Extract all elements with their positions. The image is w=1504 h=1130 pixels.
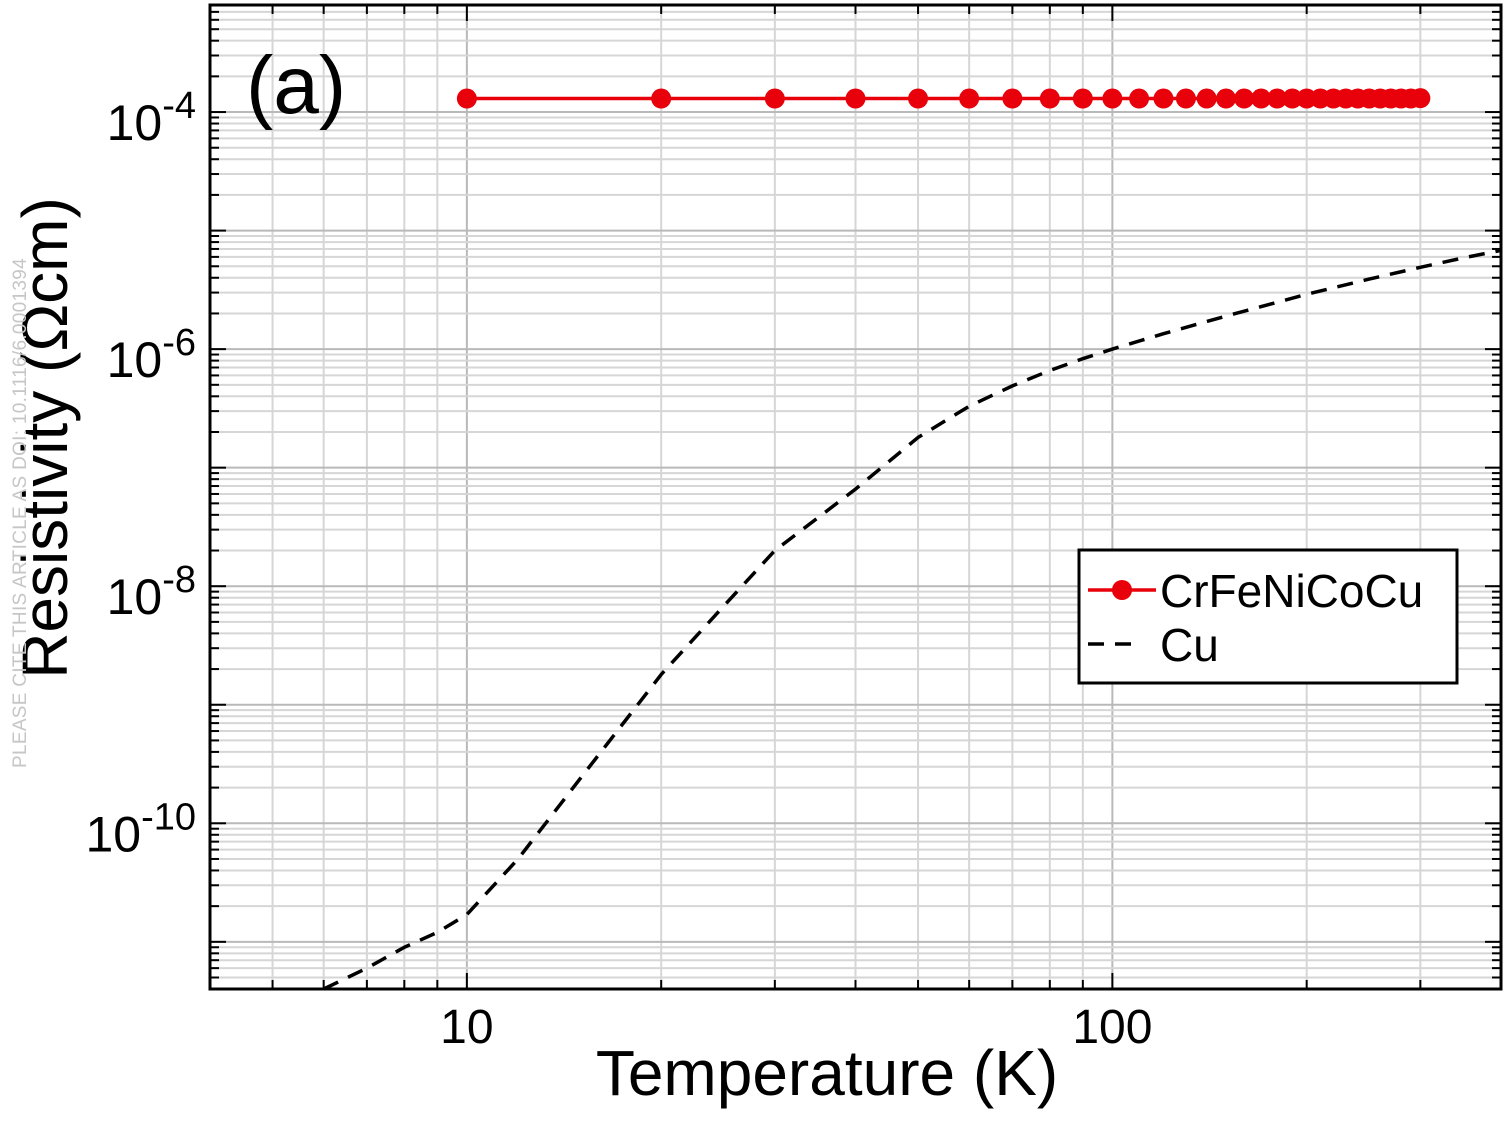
y-tick-label: 10-4	[107, 85, 196, 151]
legend-label-crfenicocu: CrFeNiCoCu	[1160, 565, 1423, 617]
panel-label: (a)	[246, 40, 346, 131]
y-tick-label: 10-10	[85, 796, 196, 862]
data-point-crfenicocu	[457, 89, 477, 109]
y-tick-label: 10-6	[107, 322, 196, 388]
data-point-crfenicocu	[1102, 89, 1122, 109]
data-point-crfenicocu	[959, 89, 979, 109]
data-point-crfenicocu	[846, 89, 866, 109]
data-point-crfenicocu	[1410, 88, 1430, 108]
data-point-crfenicocu	[1216, 89, 1236, 109]
x-tick-label: 10	[440, 1001, 493, 1054]
x-tick-label: 100	[1072, 1001, 1152, 1054]
doi-watermark: PLEASE CITE THIS ARTICLE AS DOI: 10.1116…	[10, 258, 32, 768]
plot-series	[324, 88, 1501, 989]
data-point-crfenicocu	[1002, 89, 1022, 109]
data-point-crfenicocu	[1040, 89, 1060, 109]
x-axis-title: Temperature (K)	[596, 1037, 1058, 1109]
data-point-crfenicocu	[908, 89, 928, 109]
data-point-crfenicocu	[1153, 89, 1173, 109]
legend-marker-crfenicocu	[1112, 580, 1132, 600]
data-point-crfenicocu	[1073, 89, 1093, 109]
data-point-crfenicocu	[765, 89, 785, 109]
legend-label-cu: Cu	[1160, 619, 1219, 671]
data-point-crfenicocu	[1129, 89, 1149, 109]
data-point-crfenicocu	[651, 89, 671, 109]
data-point-crfenicocu	[1176, 89, 1196, 109]
data-point-crfenicocu	[1197, 89, 1217, 109]
grid-lines	[210, 5, 1501, 989]
y-tick-label: 10-8	[107, 559, 196, 625]
